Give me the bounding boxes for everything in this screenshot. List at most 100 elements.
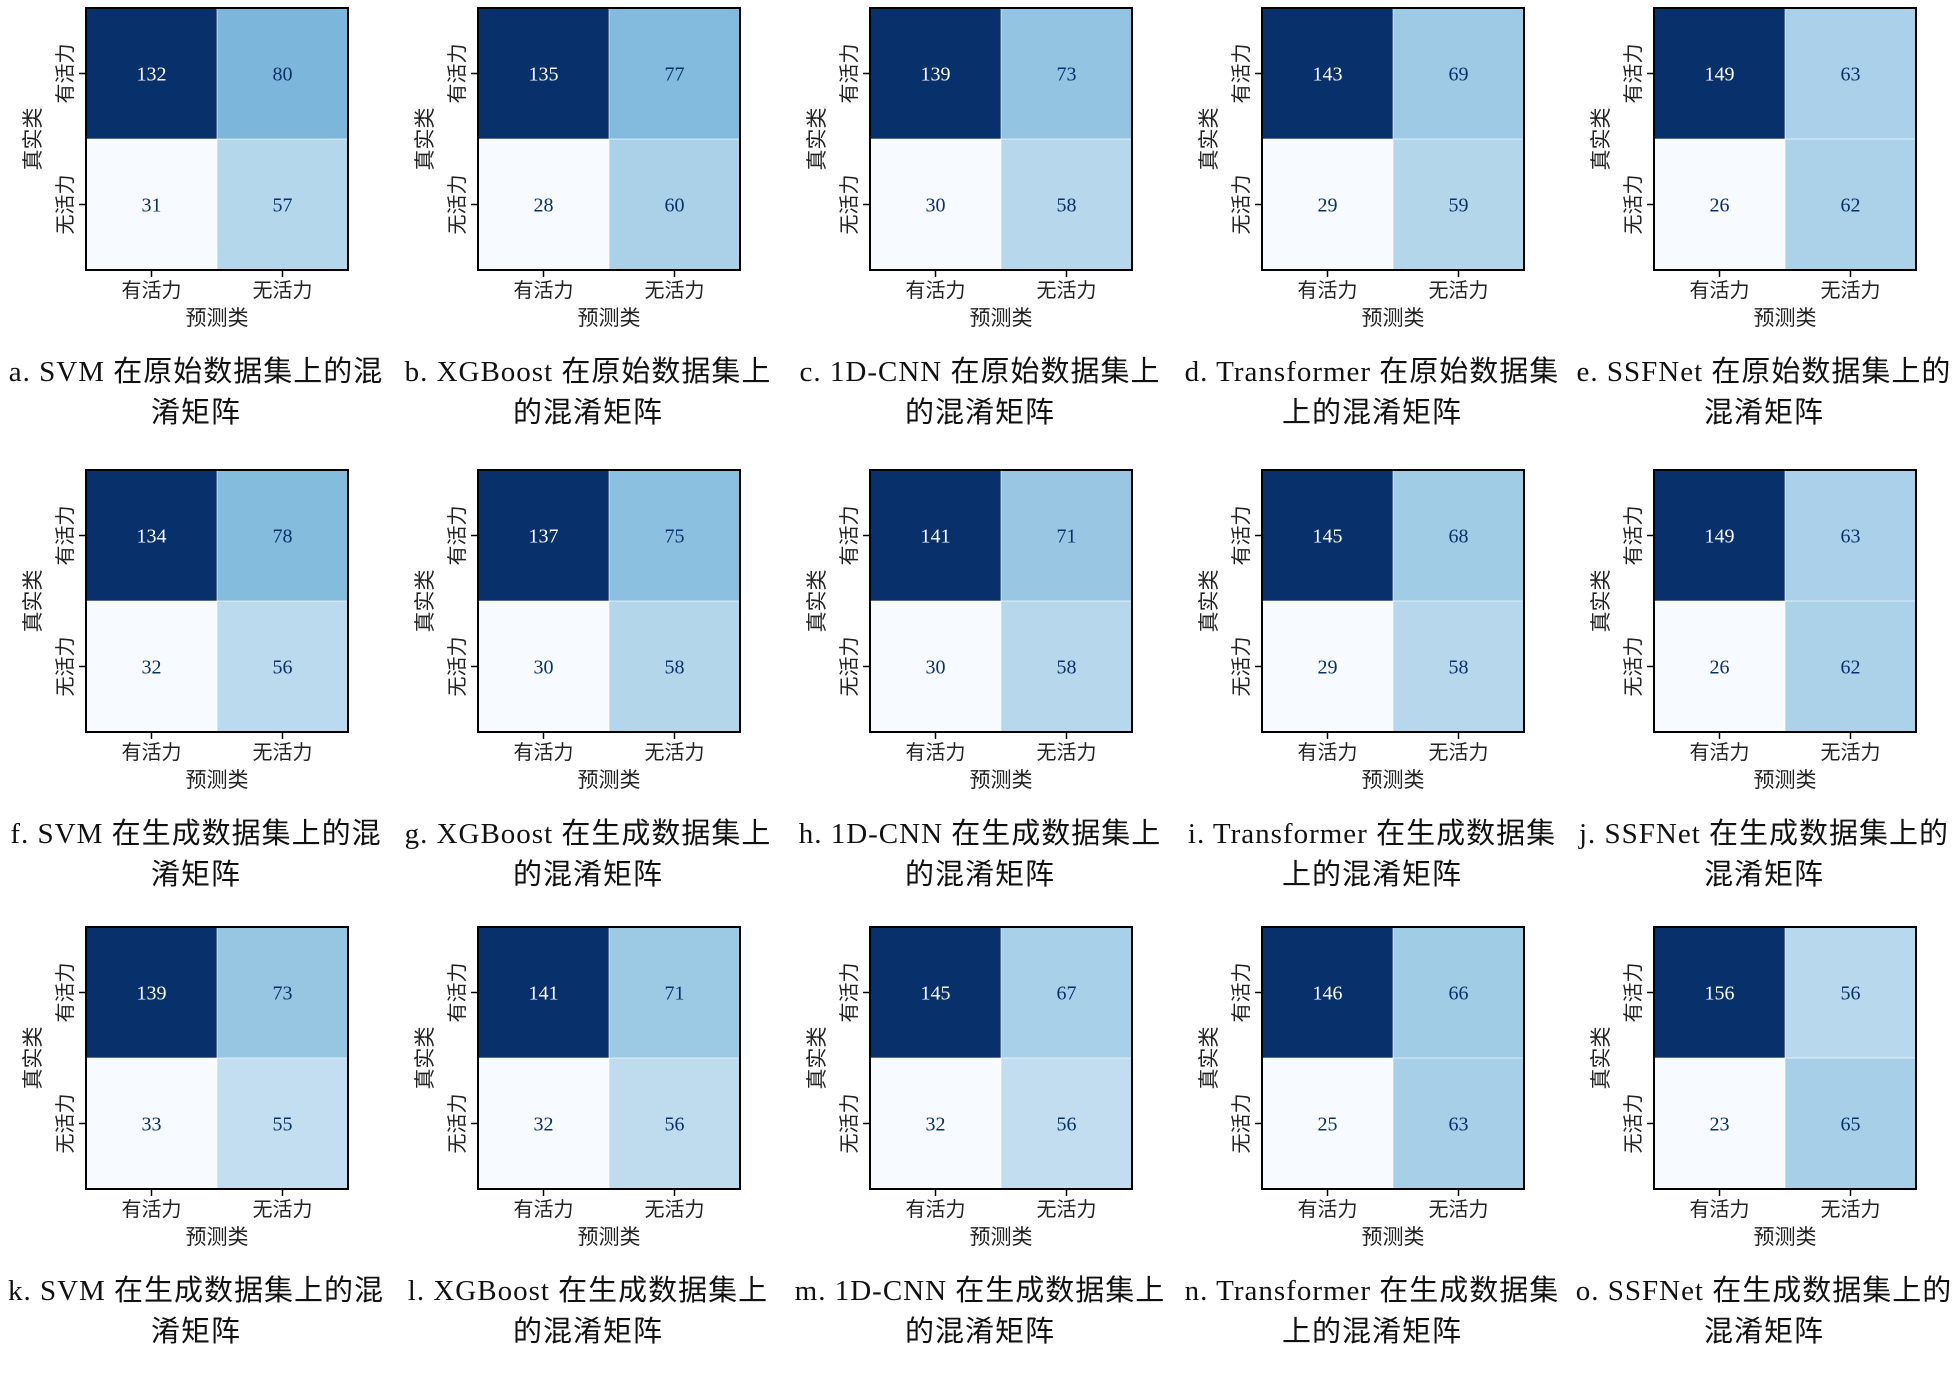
cell-value-label: 137 bbox=[529, 526, 559, 548]
matrix-frame bbox=[869, 926, 1133, 1190]
y-axis-title: 真实类 bbox=[1589, 570, 1613, 633]
x-tick-label: 无活力 bbox=[1821, 279, 1881, 302]
cell-value-label: 63 bbox=[1841, 64, 1861, 86]
cell-value-label: 33 bbox=[142, 1114, 162, 1136]
cell-value-label: 32 bbox=[142, 657, 162, 679]
y-tick-label: 无活力 bbox=[1230, 175, 1253, 235]
x-tick-label: 有活力 bbox=[514, 1198, 574, 1221]
x-axis-title: 预测类 bbox=[970, 1225, 1033, 1249]
y-axis-title: 真实类 bbox=[413, 1027, 437, 1090]
confusion-matrix-panel: 134 78 32 56 有活力 无活力 有活力 无活力 真实类 预测类 f. SVM 在生成数据集… bbox=[0, 462, 392, 920]
y-tick-label: 有活力 bbox=[54, 963, 77, 1023]
cell-value-label: 59 bbox=[1449, 195, 1469, 217]
matrix-cell bbox=[609, 139, 740, 270]
matrix-frame bbox=[477, 7, 741, 271]
y-axis-title: 真实类 bbox=[1197, 1027, 1221, 1090]
confusion-matrix-panel: 141 71 30 58 有活力 无活力 有活力 无活力 真实类 预测类 h. 1D-CNN 在生成… bbox=[784, 462, 1176, 920]
matrix-frame bbox=[85, 469, 349, 733]
matrix-cell bbox=[1785, 601, 1916, 732]
x-tick-label: 无活力 bbox=[253, 741, 313, 764]
matrix-cell bbox=[1262, 601, 1393, 732]
matrix-cell bbox=[1262, 8, 1393, 139]
y-tick-label: 有活力 bbox=[838, 963, 861, 1023]
matrix-cell bbox=[217, 927, 348, 1058]
matrix-cell bbox=[1785, 1058, 1916, 1189]
matrix-cell bbox=[1654, 927, 1785, 1058]
cell-value-label: 62 bbox=[1841, 657, 1861, 679]
panel-caption: b. XGBoost 在原始数据集上的混淆矩阵 bbox=[404, 356, 772, 429]
matrix-cell bbox=[1393, 1058, 1524, 1189]
y-tick-label: 有活力 bbox=[1230, 506, 1253, 566]
matrix-cell bbox=[1785, 139, 1916, 270]
cell-value-label: 132 bbox=[137, 64, 167, 86]
matrix-frame bbox=[869, 469, 1133, 733]
y-tick-label: 有活力 bbox=[446, 44, 469, 104]
y-axis-title: 真实类 bbox=[805, 108, 829, 171]
cell-value-label: 26 bbox=[1710, 195, 1730, 217]
x-tick-label: 无活力 bbox=[1429, 1198, 1489, 1221]
y-tick-label: 有活力 bbox=[446, 506, 469, 566]
matrix-cell bbox=[609, 8, 740, 139]
y-tick-label: 有活力 bbox=[1622, 963, 1645, 1023]
cell-value-label: 58 bbox=[1057, 195, 1077, 217]
y-tick-label: 有活力 bbox=[1622, 506, 1645, 566]
matrix-frame bbox=[1261, 7, 1525, 271]
y-tick-label: 无活力 bbox=[838, 637, 861, 697]
matrix-cell bbox=[609, 470, 740, 601]
matrix-frame bbox=[1261, 926, 1525, 1190]
cell-value-label: 71 bbox=[665, 983, 685, 1005]
matrix-cell bbox=[609, 927, 740, 1058]
y-tick-label: 无活力 bbox=[446, 637, 469, 697]
matrix-cell bbox=[1001, 1058, 1132, 1189]
y-tick-label: 无活力 bbox=[1622, 175, 1645, 235]
x-tick-label: 有活力 bbox=[514, 279, 574, 302]
y-tick-label: 无活力 bbox=[54, 637, 77, 697]
panel-caption: a. SVM 在原始数据集上的混淆矩阵 bbox=[8, 356, 384, 429]
confusion-matrix-panel: 156 56 23 65 有活力 无活力 有活力 无活力 真实类 预测类 o. SSFNet 在生成… bbox=[1568, 919, 1958, 1377]
y-tick-label: 无活力 bbox=[446, 1094, 469, 1154]
y-tick-label: 无活力 bbox=[1622, 637, 1645, 697]
matrix-cell bbox=[870, 139, 1001, 270]
matrix-cell bbox=[1785, 927, 1916, 1058]
cell-value-label: 145 bbox=[1313, 526, 1343, 548]
matrix-cell bbox=[1001, 139, 1132, 270]
panel-caption: m. 1D-CNN 在生成数据集上的混淆矩阵 bbox=[794, 1275, 1166, 1348]
matrix-frame bbox=[1653, 469, 1917, 733]
x-tick-label: 无活力 bbox=[645, 741, 705, 764]
x-axis-title: 预测类 bbox=[1754, 1225, 1817, 1249]
x-tick-label: 有活力 bbox=[1298, 1198, 1358, 1221]
cell-value-label: 75 bbox=[665, 526, 685, 548]
cell-value-label: 30 bbox=[926, 195, 946, 217]
matrix-cell bbox=[478, 1058, 609, 1189]
cell-value-label: 141 bbox=[529, 983, 559, 1005]
x-tick-label: 有活力 bbox=[906, 741, 966, 764]
y-axis-title: 真实类 bbox=[21, 1027, 45, 1090]
y-tick-label: 有活力 bbox=[446, 963, 469, 1023]
matrix-cell bbox=[478, 8, 609, 139]
panel-caption: j. SSFNet 在生成数据集上的混淆矩阵 bbox=[1578, 818, 1950, 891]
cell-value-label: 30 bbox=[926, 657, 946, 679]
matrix-cell bbox=[217, 1058, 348, 1189]
confusion-matrix-panel: 137 75 30 58 有活力 无活力 有活力 无活力 真实类 预测类 g. XGBoost 在生… bbox=[392, 462, 784, 920]
x-tick-label: 无活力 bbox=[645, 1198, 705, 1221]
cell-value-label: 67 bbox=[1057, 983, 1077, 1005]
panel-caption: e. SSFNet 在原始数据集上的混淆矩阵 bbox=[1576, 356, 1952, 429]
cell-value-label: 69 bbox=[1449, 64, 1469, 86]
y-axis-title: 真实类 bbox=[805, 570, 829, 633]
matrix-cell bbox=[86, 927, 217, 1058]
cell-value-label: 56 bbox=[665, 1114, 685, 1136]
cell-value-label: 146 bbox=[1313, 983, 1343, 1005]
matrix-cell bbox=[1654, 1058, 1785, 1189]
matrix-cell bbox=[478, 601, 609, 732]
x-tick-label: 有活力 bbox=[1690, 279, 1750, 302]
x-axis-title: 预测类 bbox=[1754, 306, 1817, 330]
cell-value-label: 32 bbox=[926, 1114, 946, 1136]
x-tick-label: 有活力 bbox=[122, 279, 182, 302]
y-tick-label: 有活力 bbox=[54, 506, 77, 566]
